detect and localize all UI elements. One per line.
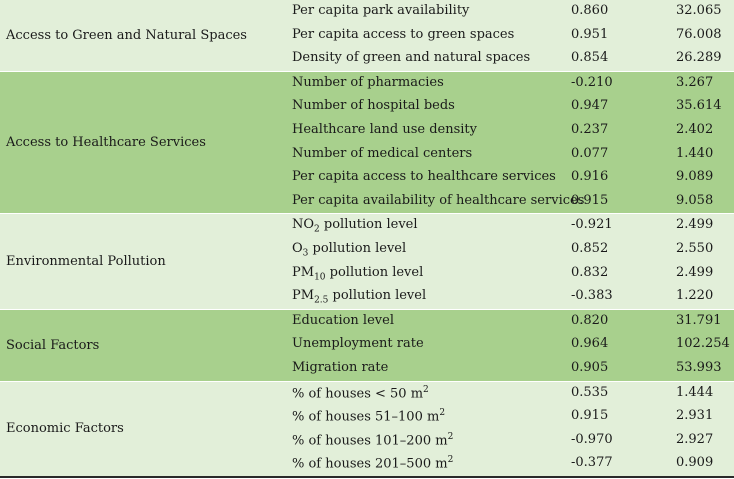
value-1: 0.832 — [571, 264, 609, 280]
value-2: 31.791 — [676, 312, 722, 328]
table-row: % of houses 201–500 m2 -0.377 0.909 — [0, 452, 734, 476]
value-2: 1.220 — [676, 288, 714, 304]
table-row: Unemployment rate 0.964 102.254 — [0, 333, 734, 357]
indicator-name: Per capita access to healthcare services — [292, 169, 556, 185]
value-2: 0.909 — [676, 455, 714, 471]
table-row: % of houses 51–100 m2 0.915 2.931 — [0, 405, 734, 429]
table-row: NO2 pollution level -0.921 2.499 — [0, 214, 734, 238]
value-2: 2.402 — [676, 121, 714, 137]
group-environmental-pollution: Environmental Pollution NO2 pollution le… — [0, 214, 734, 310]
table-row: Number of medical centers 0.077 1.440 — [0, 143, 734, 167]
group-social-factors: Social Factors Education level 0.820 31.… — [0, 309, 734, 382]
value-2: 2.499 — [676, 217, 714, 233]
indicator-name: Per capita availability of healthcare se… — [292, 192, 585, 208]
value-1: -0.377 — [571, 455, 613, 471]
indicator-name: NO2 pollution level — [292, 217, 418, 235]
value-1: -0.921 — [571, 217, 613, 233]
group-healthcare: Access to Healthcare Services Number of … — [0, 71, 734, 215]
indicator-name: % of houses 201–500 m2 — [292, 455, 454, 472]
value-2: 53.993 — [676, 359, 722, 375]
indicator-name: Per capita access to green spaces — [292, 26, 515, 42]
indicator-name: % of houses 101–200 m2 — [292, 431, 454, 449]
table-row: O3 pollution level 0.852 2.550 — [0, 238, 734, 262]
table-row: Education level 0.820 31.791 — [0, 310, 734, 334]
value-1: 0.916 — [571, 169, 609, 185]
value-2: 35.614 — [676, 98, 722, 114]
category-label: Access to Green and Natural Spaces — [6, 27, 247, 43]
table-row: % of houses < 50 m2 0.535 1.444 — [0, 382, 734, 406]
value-2: 2.499 — [676, 264, 714, 280]
value-1: 0.915 — [571, 192, 609, 208]
value-2: 9.058 — [676, 192, 714, 208]
table-row: Per capita availability of healthcare se… — [0, 190, 734, 214]
value-1: 0.854 — [571, 50, 609, 66]
table-row: Number of pharmacies -0.210 3.267 — [0, 72, 734, 96]
table-row: Density of green and natural spaces 0.85… — [0, 47, 734, 71]
value-1: -0.383 — [571, 288, 613, 304]
value-1: 0.951 — [571, 26, 609, 42]
table-row: % of houses 101–200 m2 -0.970 2.927 — [0, 429, 734, 453]
value-1: -0.970 — [571, 431, 613, 447]
indicator-name: % of houses < 50 m2 — [292, 384, 429, 401]
indicator-name: Healthcare land use density — [292, 121, 477, 137]
indicator-name: Density of green and natural spaces — [292, 50, 531, 66]
table-row: PM10 pollution level 0.832 2.499 — [0, 262, 734, 286]
value-2: 26.289 — [676, 50, 722, 66]
indicator-name: O3 pollution level — [292, 240, 407, 259]
value-1: 0.237 — [571, 121, 609, 137]
category-label: Social Factors — [6, 337, 100, 353]
indicator-name: % of houses 51–100 m2 — [292, 408, 446, 425]
table-row: Per capita access to healthcare services… — [0, 166, 734, 190]
value-2: 32.065 — [676, 3, 722, 18]
indicator-name: Number of medical centers — [292, 145, 473, 161]
value-2: 76.008 — [676, 26, 722, 42]
value-1: 0.535 — [571, 384, 609, 400]
table-row: Per capita park availability 0.860 32.06… — [0, 0, 734, 24]
indicator-name: Per capita park availability — [292, 3, 470, 18]
value-2: 1.440 — [676, 145, 714, 161]
indicator-name: Number of pharmacies — [292, 74, 444, 90]
indicator-name: Unemployment rate — [292, 336, 424, 352]
indicator-name: PM2.5 pollution level — [292, 288, 427, 306]
value-1: 0.860 — [571, 3, 609, 18]
indicator-name: PM10 pollution level — [292, 264, 424, 283]
value-1: 0.820 — [571, 312, 609, 328]
table-row: Migration rate 0.905 53.993 — [0, 357, 734, 381]
category-label: Economic Factors — [6, 421, 124, 437]
value-1: 0.077 — [571, 145, 609, 161]
value-2: 102.254 — [676, 336, 730, 352]
value-1: 0.852 — [571, 240, 609, 256]
table-row: Number of hospital beds 0.947 35.614 — [0, 95, 734, 119]
value-1: 0.905 — [571, 359, 609, 375]
value-1: 0.947 — [571, 98, 609, 114]
value-2: 2.927 — [676, 431, 714, 447]
group-green-spaces: Access to Green and Natural Spaces Per c… — [0, 0, 734, 72]
indicator-name: Education level — [292, 312, 394, 328]
table-row: PM2.5 pollution level -0.383 1.220 — [0, 285, 734, 309]
value-1: 0.964 — [571, 336, 609, 352]
value-2: 3.267 — [676, 74, 714, 90]
value-2: 1.444 — [676, 384, 714, 400]
value-2: 2.550 — [676, 240, 714, 256]
value-2: 9.089 — [676, 169, 714, 185]
value-1: 0.915 — [571, 408, 609, 424]
table-row: Per capita access to green spaces 0.951 … — [0, 24, 734, 48]
indicator-name: Migration rate — [292, 359, 389, 375]
value-2: 2.931 — [676, 408, 714, 424]
indicator-name: Number of hospital beds — [292, 98, 455, 114]
table-row: Healthcare land use density 0.237 2.402 — [0, 119, 734, 143]
category-label: Access to Healthcare Services — [6, 135, 206, 151]
group-economic-factors: Economic Factors % of houses < 50 m2 0.5… — [0, 381, 734, 478]
value-1: -0.210 — [571, 74, 613, 90]
category-label: Environmental Pollution — [6, 254, 166, 270]
